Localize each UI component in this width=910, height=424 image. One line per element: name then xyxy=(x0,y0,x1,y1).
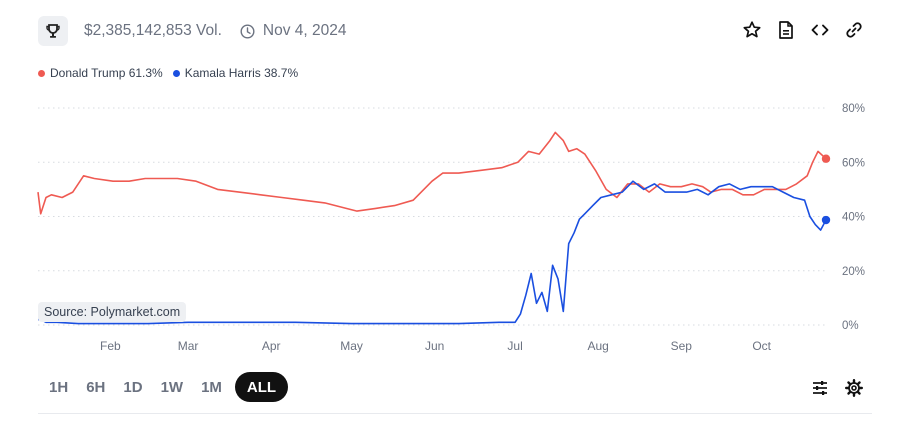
series-line-harris[interactable] xyxy=(38,180,827,325)
range-1m-button[interactable]: 1M xyxy=(201,378,222,396)
source-label: Source: Polymarket.com xyxy=(38,302,187,322)
y-tick-label: 80% xyxy=(842,103,865,115)
series-line-trump[interactable] xyxy=(37,131,827,215)
x-tick-label: Feb xyxy=(100,339,121,353)
range-6h-button[interactable]: 6H xyxy=(86,378,106,396)
y-tick-label: 0% xyxy=(842,320,859,332)
x-tick-label: Jul xyxy=(507,339,522,353)
y-tick-label: 40% xyxy=(842,212,865,224)
action-icons xyxy=(742,20,864,40)
x-tick-label: Apr xyxy=(262,339,281,353)
gear-icon[interactable] xyxy=(844,378,864,398)
legend-item-harris[interactable]: Kamala Harris 38.7% xyxy=(172,66,299,80)
x-tick-label: Oct xyxy=(752,339,771,353)
x-tick-label: Jun xyxy=(425,339,444,353)
code-icon[interactable] xyxy=(810,20,830,40)
price-chart[interactable]: 0% 20% 40% 60% 80% Feb Mar Apr May Jun Jul Aug Sep Oc… xyxy=(0,0,910,372)
date-text: Nov 4, 2024 xyxy=(262,22,347,39)
chart-tools xyxy=(810,378,864,398)
header-bar: $2,385,142,853 Vol. Nov 4, 2024 xyxy=(38,16,347,46)
document-icon[interactable] xyxy=(776,20,796,40)
range-1d-button[interactable]: 1D xyxy=(123,378,143,396)
range-all-button[interactable]: ALL xyxy=(234,372,289,402)
volume-text: $2,385,142,853 Vol. xyxy=(84,22,222,39)
x-tick-label: Sep xyxy=(671,339,693,353)
sliders-icon[interactable] xyxy=(810,378,830,398)
y-tick-label: 60% xyxy=(842,157,865,169)
legend-item-trump[interactable]: Donald Trump 61.3% xyxy=(38,66,163,80)
x-tick-label: Aug xyxy=(587,339,608,353)
chart-legend: Donald Trump 61.3% Kamala Harris 38.7% xyxy=(38,66,298,80)
endpoint-marker-harris[interactable] xyxy=(821,215,831,225)
bottom-divider xyxy=(38,413,872,414)
date-info: Nov 4, 2024 xyxy=(240,22,347,40)
x-tick-label: May xyxy=(340,339,363,353)
clock-icon xyxy=(240,23,255,39)
link-icon[interactable] xyxy=(844,20,864,40)
trophy-icon[interactable] xyxy=(38,16,68,46)
range-1h-button[interactable]: 1H xyxy=(49,378,69,396)
y-tick-label: 20% xyxy=(842,266,865,278)
range-1w-button[interactable]: 1W xyxy=(160,378,184,396)
x-tick-label: Mar xyxy=(178,339,199,353)
legend-label-harris: Kamala Harris 38.7% xyxy=(184,66,299,80)
legend-dot-trump xyxy=(38,69,45,77)
legend-dot-harris xyxy=(172,69,180,77)
time-range-selector: 1H 6H 1D 1W 1M ALL xyxy=(40,372,289,402)
legend-label-trump: Donald Trump 61.3% xyxy=(50,66,163,80)
endpoint-marker-trump[interactable] xyxy=(821,154,831,163)
star-icon[interactable] xyxy=(742,20,762,40)
